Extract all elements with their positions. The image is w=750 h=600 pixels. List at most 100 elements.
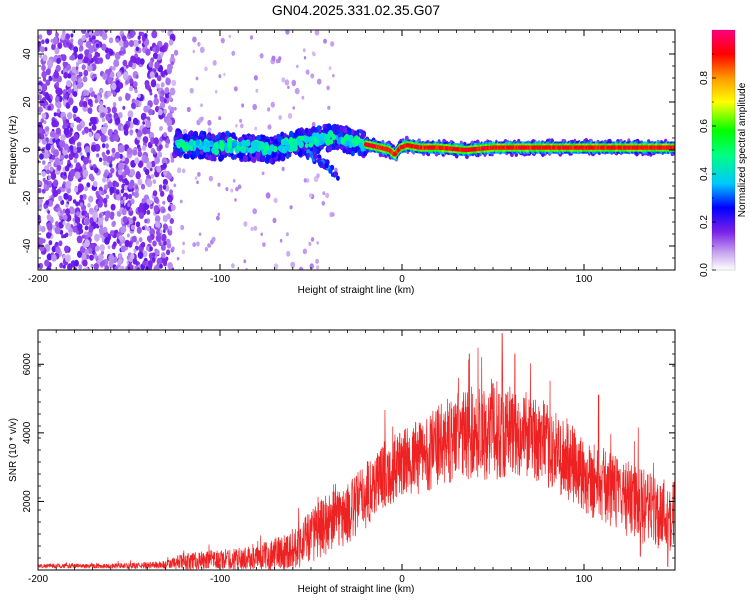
spectrogram-cell (145, 48, 151, 56)
spectrogram-cell (38, 41, 41, 48)
spectrogram-cell (129, 78, 134, 84)
spectrogram-cell (131, 191, 135, 196)
spectrogram-cell (264, 144, 270, 151)
spectrogram-cell (67, 112, 73, 120)
spectrogram-cell (292, 106, 296, 110)
spectrogram-cell (152, 252, 156, 258)
spectrogram-cell (116, 211, 120, 216)
spectrogram-cell (158, 144, 163, 150)
y-tick-label: 6000 (22, 353, 33, 376)
spectrogram-cell (220, 146, 225, 152)
spectrogram-cell (286, 250, 291, 257)
y-tick-label: -20 (22, 190, 33, 205)
spectrogram-cell (195, 139, 200, 146)
spectrogram-cell (138, 211, 145, 219)
spectrogram-cell (279, 238, 283, 243)
spectrogram-cell (59, 160, 64, 166)
spectrogram-cell (72, 105, 78, 114)
spectrogram-cell (51, 154, 56, 160)
spectrogram-cell (149, 91, 153, 96)
spectrogram-cell (54, 157, 61, 166)
spectrogram-cell (152, 52, 158, 60)
spectrogram-cell (55, 32, 59, 38)
spectrogram-cell (63, 214, 68, 221)
spectrogram-cell (178, 133, 184, 140)
spectrogram-cell (72, 199, 77, 204)
spectrogram-cell (40, 134, 45, 140)
spectrogram-cell (118, 144, 125, 153)
spectrogram-cell (100, 134, 107, 143)
spectrogram-cell (77, 183, 84, 192)
spectrogram-cell (310, 237, 315, 242)
spectrogram-cell (52, 36, 59, 45)
spectrogram-cell (200, 116, 204, 121)
spectrogram-cell (101, 117, 106, 123)
spectrogram-cell (358, 129, 362, 134)
spectrogram-cell (328, 130, 334, 138)
spectrogram-cell (267, 107, 271, 112)
spectrogram-cell (277, 135, 283, 143)
spectrogram-cell (65, 119, 70, 124)
spectrogram-cell (182, 241, 186, 246)
spectrogram-cell (156, 165, 162, 173)
spectrogram-cell (132, 216, 137, 222)
spectrogram-cell (120, 200, 124, 205)
spectrogram-cell (281, 77, 286, 83)
spectrogram-cell (159, 263, 163, 269)
spectrogram-cell (85, 96, 89, 102)
spectrogram-cell (326, 123, 332, 130)
spectrogram-cell (62, 264, 66, 269)
spectrogram-cell (95, 190, 100, 196)
spectrogram-cell (108, 260, 114, 268)
spectrogram-cell (116, 71, 122, 78)
spectrogram-cell (55, 208, 59, 213)
spectrogram-cell (254, 126, 258, 131)
spectrogram-cell (153, 97, 159, 106)
spectrogram-cell (154, 94, 158, 99)
spectrogram-cell (168, 196, 172, 202)
spectrogram-cell (150, 79, 157, 88)
spectrogram-cell (216, 134, 221, 141)
spectrogram-cell (133, 39, 140, 48)
spectrogram-cell (123, 123, 129, 132)
spectrogram-cell (143, 156, 149, 164)
spectrogram-cell (40, 225, 46, 233)
spectrogram-cell (144, 218, 148, 224)
spectrogram-cell (294, 87, 300, 95)
spectrogram-cell (89, 37, 93, 42)
spectrogram-cell (206, 146, 211, 153)
spectrogram-cell (118, 174, 124, 182)
spectrogram-cell (41, 112, 47, 120)
spectrogram-cell (234, 147, 240, 154)
spectrogram-cell (83, 126, 89, 134)
spectrogram-cell (220, 37, 225, 44)
spectrogram-cell (76, 230, 80, 235)
spectrogram-cell (94, 51, 99, 58)
spectrogram-cell (118, 82, 124, 89)
spectrogram-cell (76, 211, 80, 217)
spectrogram-cell (289, 130, 294, 138)
spectrogram-cell (78, 264, 83, 270)
spectrogram-cell (204, 66, 208, 72)
spectrogram-cell (115, 189, 120, 195)
spectrogram-cell (40, 118, 45, 124)
spectrogram-cell (130, 253, 135, 260)
spectrogram-cell (326, 85, 330, 91)
spectrogram-cell (45, 143, 51, 151)
spectrogram-cell (101, 32, 108, 40)
spectrogram-cell (127, 263, 134, 270)
spectrogram-cell (291, 79, 297, 87)
spectrogram-cell (87, 53, 93, 59)
spectrogram-cell (168, 93, 172, 98)
spectrogram-cell (45, 79, 51, 86)
spectrogram-cell (94, 30, 101, 37)
spectrogram-cell (128, 183, 133, 190)
spectrogram-cell (114, 117, 121, 125)
spectrogram-cell (60, 34, 66, 41)
spectrogram-cell (84, 186, 88, 192)
spectrogram-cell (138, 40, 142, 44)
spectrogram-cell (64, 245, 70, 253)
spectrogram-cell (285, 30, 290, 35)
spectrogram-cell (168, 225, 173, 231)
spectrogram-cell (38, 94, 42, 101)
